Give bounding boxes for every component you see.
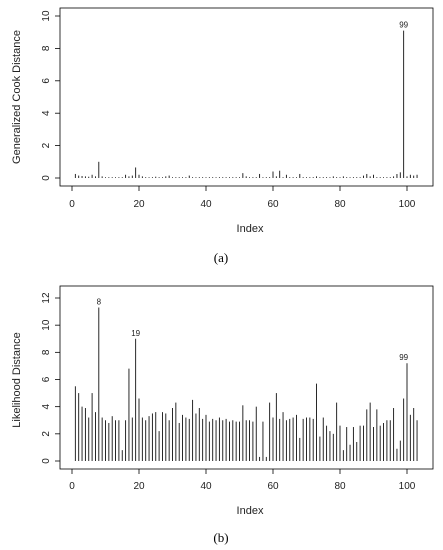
y-tick-label: 6	[41, 78, 52, 84]
point-label: 99	[399, 353, 408, 362]
point-label: 99	[399, 21, 408, 30]
y-tick-label: 10	[41, 319, 52, 331]
y-tick-label: 2	[41, 431, 52, 437]
cook-distance-chart: 0 20 40 60 80 100 0 2 4 6 8 10 99 Index Generalized…	[11, 7, 434, 265]
caption-b: (b)	[213, 530, 228, 545]
y-tick-label: 10	[41, 10, 52, 22]
x-tick-label: 40	[200, 199, 212, 210]
y-tick-label: 12	[41, 292, 52, 304]
x-axis-title: Index	[237, 505, 264, 517]
x-tick-label: 40	[200, 481, 212, 492]
data-marks	[74, 30, 418, 178]
x-tick-label: 80	[334, 199, 346, 210]
y-tick-label: 2	[41, 142, 52, 148]
annotations: 99	[399, 21, 408, 30]
x-tick-label: 60	[267, 199, 279, 210]
y-tick-label: 8	[41, 349, 52, 355]
axes: 0 20 40 60 80 100 0 2 4 6 8 10 12	[41, 292, 416, 492]
likelihood-distance-chart: 0 20 40 60 80 100 0 2 4 6 8 10 12 8 19 99 Index Likeli…	[11, 285, 434, 545]
point-label: 8	[97, 298, 102, 307]
x-tick-label: 0	[69, 199, 75, 210]
data-marks	[74, 307, 418, 461]
x-tick-label: 100	[399, 199, 416, 210]
point-label: 19	[131, 329, 140, 338]
caption-a: (a)	[214, 250, 228, 265]
y-tick-label: 8	[41, 45, 52, 51]
x-tick-label: 60	[267, 481, 279, 492]
y-tick-label: 0	[41, 458, 52, 464]
y-axis-title: Likelihood Distance	[11, 332, 23, 427]
annotations: 8 19 99	[97, 298, 409, 363]
plot-frame	[59, 7, 434, 187]
y-tick-label: 0	[41, 175, 52, 181]
x-tick-label: 20	[133, 481, 145, 492]
y-tick-label: 4	[41, 403, 52, 409]
x-tick-label: 20	[133, 199, 145, 210]
x-tick-label: 0	[69, 481, 75, 492]
x-tick-label: 80	[334, 481, 346, 492]
y-tick-label: 6	[41, 376, 52, 382]
x-tick-label: 100	[399, 481, 416, 492]
y-axis-title: Generalized Cook Distance	[11, 30, 23, 164]
y-tick-label: 4	[41, 110, 52, 116]
x-axis-title: Index	[237, 223, 264, 235]
plot-frame	[59, 285, 434, 470]
axes: 0 20 40 60 80 100 0 2 4 6 8 10	[41, 10, 416, 210]
